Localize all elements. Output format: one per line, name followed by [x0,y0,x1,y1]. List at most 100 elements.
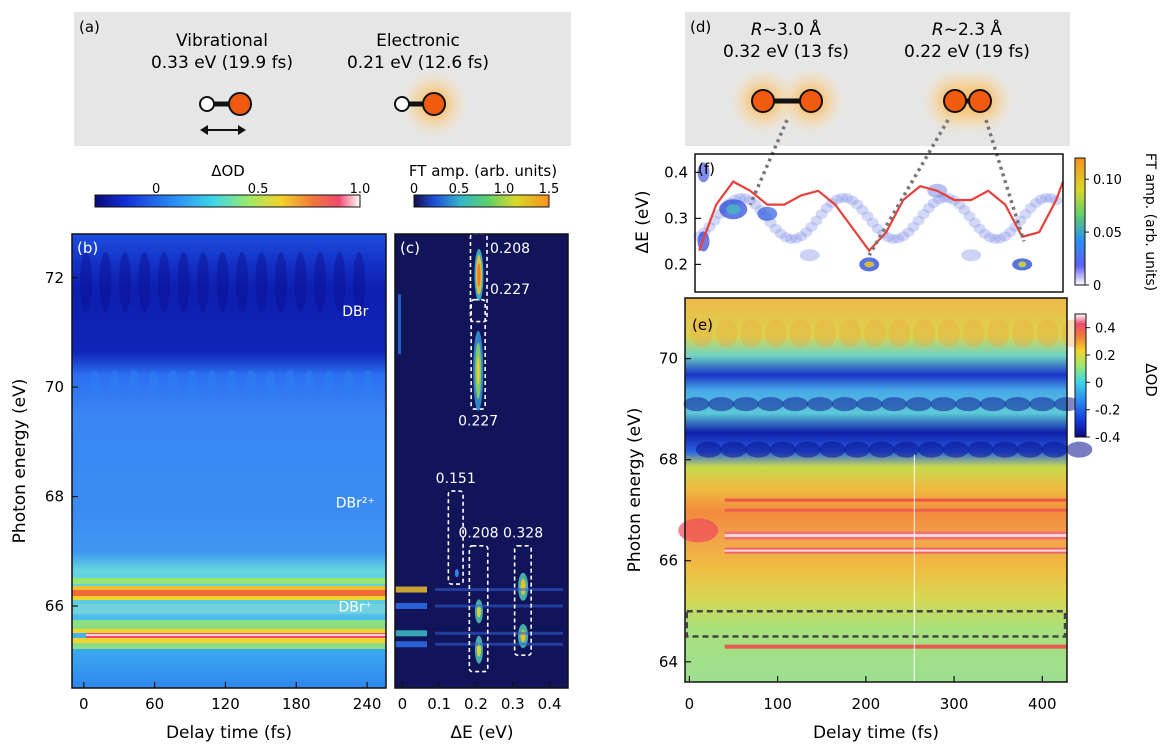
ft-streak [395,602,427,609]
colorbar-f [1074,157,1086,286]
oscillation-feature [1036,319,1059,348]
peak-energy-label: 0.208 [490,241,530,257]
oscillation-feature [794,441,821,458]
oscillation-feature [324,370,334,398]
oscillation-feature [782,397,809,412]
x-tick-label-e: 400 [1028,695,1057,713]
ft-signal [800,227,813,238]
colorbar-e-tick-label: -0.2 [1095,404,1120,419]
ft-peak [477,263,481,288]
oscillation-feature [1029,397,1056,412]
oscillation-feature [255,252,268,312]
oscillation-feature [844,441,871,458]
ft-signal [1034,194,1047,205]
peak-highlight-box [447,490,464,585]
species-label: DBr⁺ [339,599,373,615]
oscillation-feature [168,370,178,398]
oscillation-feature [285,370,295,398]
species-label: DBr [342,304,368,320]
oscillation-feature [992,441,1019,458]
ft-signal [795,231,808,242]
x-tick-label-c: 0.3 [501,695,525,713]
electronic-value: 0.21 eV (12.6 fs) [347,53,489,73]
oscillation-feature [937,319,960,348]
stretched-molecule-icon [729,67,845,135]
panel-a-background [74,12,571,146]
ft-signal [887,233,900,244]
ft-signal [973,223,986,234]
peak-highlight-box [469,233,488,323]
x-tick-label-b: 120 [211,695,240,713]
vibrational-molecule-icon [199,92,252,116]
ft-peak [476,642,481,657]
x-tick-label-b: 60 [145,695,164,713]
oscillation-feature [683,397,710,412]
ft-signal [989,233,1002,244]
absorption-band [724,549,1067,552]
ft-streak [435,631,563,635]
colorbar-b-title: ΔOD [211,162,245,180]
oscillation-feature [129,370,139,398]
ft-signal [1004,227,1017,238]
oscillation-feature [888,319,911,348]
oscillation-feature [757,397,784,412]
ft-signal [961,249,982,262]
colorbar-e-tick-label: 0.4 [1095,322,1116,337]
oscillation-feature [814,319,837,348]
compressed-molecule-icon [921,67,1014,135]
oscillation-feature [138,252,151,312]
colorbar-c [413,194,550,208]
electronic-title: Electronic [376,31,460,51]
panel-d: (d) R~3.0 Å 0.32 eV (13 fs) R~2.3 Å 0.22… [685,12,1070,146]
oscillation-feature [942,441,969,458]
colorbar-b [94,194,361,208]
peak-highlight-box [468,544,489,673]
electronic-molecule-icon [394,70,468,138]
peak-highlight-box [470,298,486,410]
oscillation-feature [979,397,1006,412]
oscillation-feature [246,370,256,398]
oscillation-feature [1016,441,1043,458]
ft-signal [902,227,915,238]
absorption-band [724,508,1067,512]
x-tick-label-c: 0.2 [464,695,488,713]
oscillation-feature [930,397,957,412]
ft-signal [983,232,996,243]
colorbar-b-tick-label: 1.0 [350,182,371,197]
oscillation-feature [856,397,883,412]
oscillation-feature [967,441,994,458]
ft-signal [1029,198,1042,209]
ft-signal [815,209,828,220]
left-distance-title: R~3.0 Å [751,18,821,40]
oscillation-feature [226,370,237,398]
vibrational-title: Vibrational [176,31,268,51]
x-tick-label-e: 0 [685,695,695,713]
right-distance-value: 0.22 eV (19 fs) [904,42,1030,62]
oscillation-feature [353,252,365,312]
connector-line [748,119,789,206]
oscillation-feature [690,319,713,348]
ft-peak [454,569,459,578]
colorbar-e-tick-label: 0 [1095,376,1103,391]
ft-signal [1018,261,1027,268]
highlight-box [685,610,1067,638]
y-tick-label-e: 68 [659,451,678,469]
ft-signal [963,211,976,222]
ft-signal [1019,209,1032,220]
ft-streak [435,588,563,592]
y-tick-label-e: 66 [659,552,678,570]
left-distance-value: 0.32 eV (13 fs) [723,42,849,62]
oscillation-feature [868,441,895,458]
ft-signal [871,223,884,234]
x-tick-label-b: 240 [353,695,382,713]
ft-streak [435,604,563,608]
ft-signal [830,194,843,205]
double-arrow-icon [200,125,246,135]
oscillation-feature [769,441,796,458]
ft-signal [897,231,910,242]
heatmap-f [695,154,1063,292]
y-axis-label-e: Photon energy (eV) [625,408,645,573]
x-tick-label-c: 0 [398,695,408,713]
ft-signal [994,233,1007,244]
oscillation-feature [109,370,120,398]
